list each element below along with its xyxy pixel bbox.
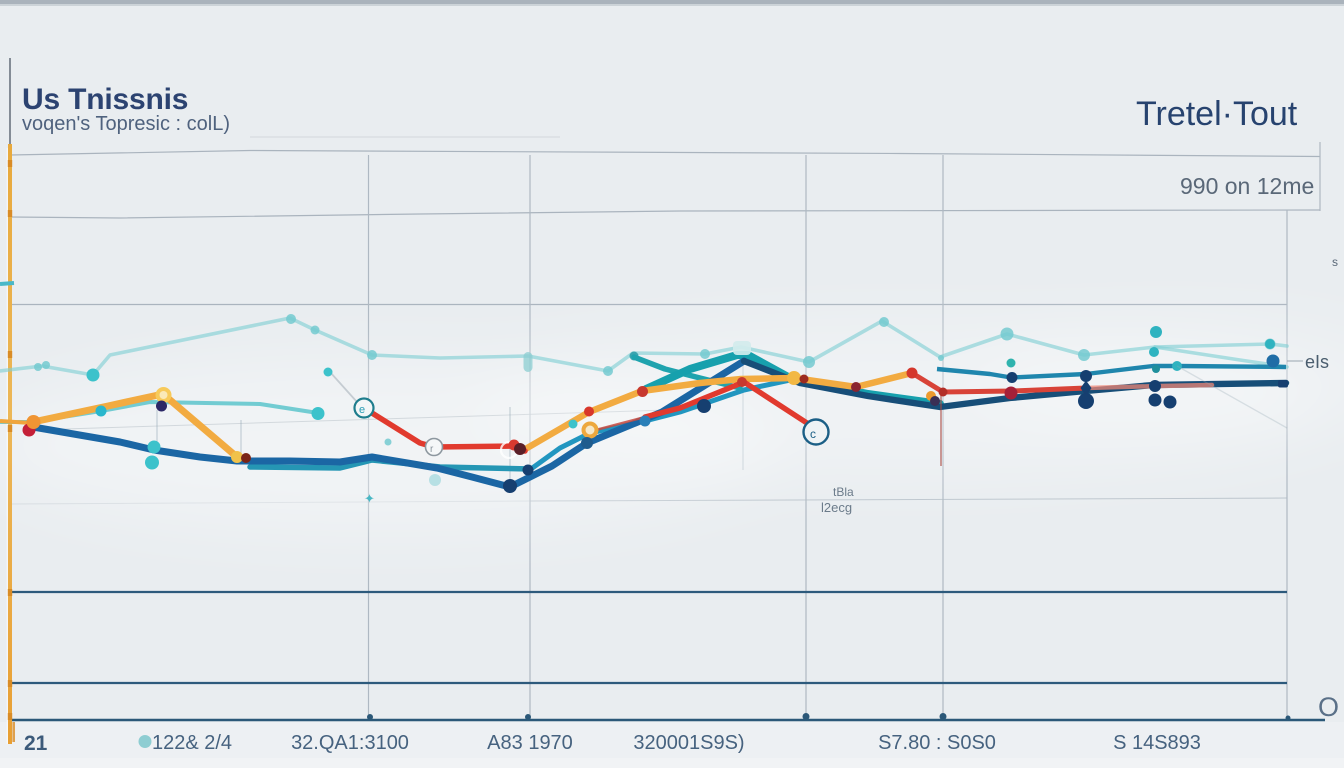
svg-text:21: 21 [24, 732, 48, 755]
svg-text:320001S9S): 320001S9S) [633, 732, 744, 754]
svg-text:32.QA1:3100: 32.QA1:3100 [291, 732, 409, 754]
svg-text:r: r [430, 444, 434, 455]
svg-text:S 14S893: S 14S893 [1113, 732, 1201, 754]
svg-text:O: O [1318, 692, 1339, 722]
svg-text:122& 2/4: 122& 2/4 [152, 732, 232, 754]
svg-text:990 on 12me: 990 on 12me [1180, 173, 1314, 199]
svg-text:Tretel·Tout: Tretel·Tout [1136, 95, 1298, 133]
svg-text:tBla: tBla [833, 485, 854, 499]
svg-text:voqen's Topresic : colL): voqen's Topresic : colL) [22, 113, 230, 135]
svg-text:e: e [359, 404, 365, 416]
svg-text:Us Tnissnis: Us Tnissnis [22, 83, 188, 116]
svg-text:eIs: eIs [1305, 352, 1329, 372]
svg-text:S7.80 : S0S0: S7.80 : S0S0 [878, 732, 996, 754]
svg-text:l2ecg: l2ecg [821, 500, 852, 515]
svg-text:s: s [1332, 255, 1338, 269]
svg-text:c: c [810, 427, 816, 441]
svg-text:A83 1970: A83 1970 [487, 732, 573, 754]
svg-text:✦: ✦ [364, 491, 375, 506]
